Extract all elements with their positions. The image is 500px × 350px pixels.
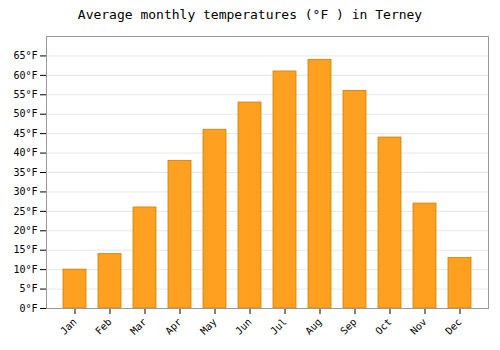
svg-text:May: May <box>198 316 219 337</box>
svg-text:Jun: Jun <box>233 316 254 337</box>
svg-text:65°F: 65°F <box>13 50 37 61</box>
svg-text:20°F: 20°F <box>13 225 37 236</box>
svg-text:30°F: 30°F <box>13 186 37 197</box>
svg-text:Dec: Dec <box>443 316 464 337</box>
svg-text:Jan: Jan <box>58 316 79 337</box>
svg-text:Jul: Jul <box>268 316 289 337</box>
svg-text:50°F: 50°F <box>13 108 37 119</box>
svg-text:5°F: 5°F <box>19 283 37 294</box>
svg-text:55°F: 55°F <box>13 89 37 100</box>
svg-text:0°F: 0°F <box>19 303 37 314</box>
svg-text:15°F: 15°F <box>13 244 37 255</box>
svg-text:Feb: Feb <box>93 316 114 337</box>
svg-text:Aug: Aug <box>303 316 324 337</box>
svg-text:35°F: 35°F <box>13 167 37 178</box>
svg-text:25°F: 25°F <box>13 206 37 217</box>
html-text:Average monthly temperatures (: Average monthly temperatures (°F ) in Te… <box>77 7 423 22</box>
svg-text:45°F: 45°F <box>13 128 37 139</box>
svg-text:Mar: Mar <box>128 316 149 337</box>
svg-text:40°F: 40°F <box>13 147 37 158</box>
svg-text:Nov: Nov <box>408 316 429 337</box>
svg-text:Oct: Oct <box>373 316 394 337</box>
svg-text:60°F: 60°F <box>13 70 37 81</box>
svg-text:Apr: Apr <box>163 316 184 337</box>
svg-text:Sep: Sep <box>338 316 359 337</box>
svg-text:10°F: 10°F <box>13 264 37 275</box>
